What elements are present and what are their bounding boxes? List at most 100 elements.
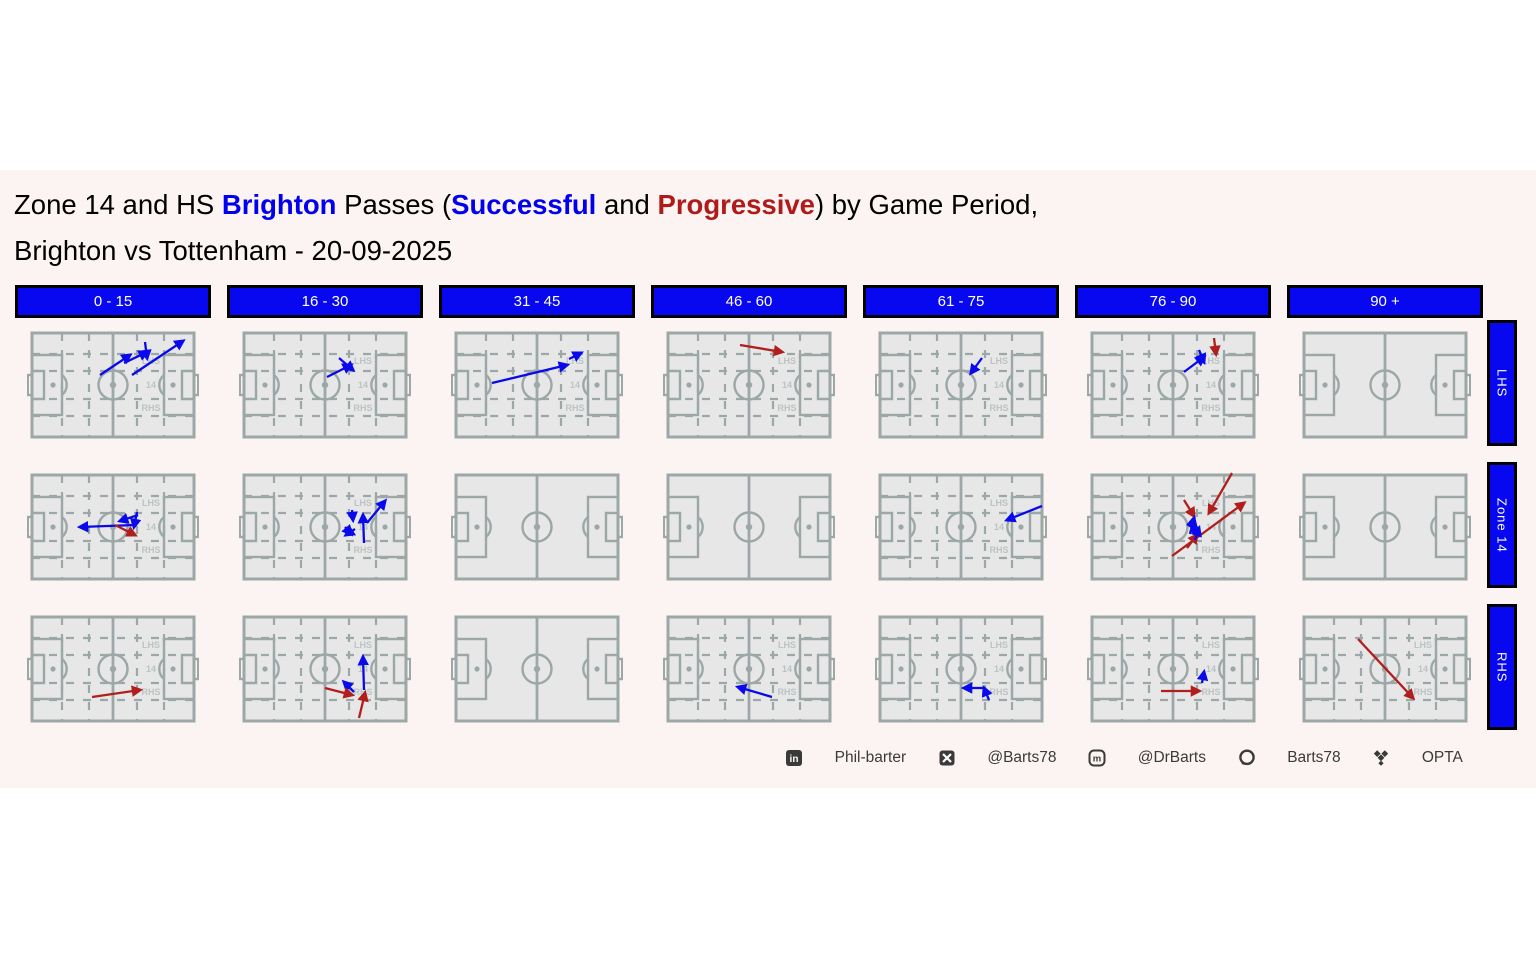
credit-label: @DrBarts — [1137, 749, 1206, 766]
pass-arrow-successful — [1004, 504, 1043, 523]
github-icon — [1238, 749, 1255, 766]
svg-text:14: 14 — [782, 380, 792, 390]
pitch-svg — [450, 473, 624, 581]
period-header-16-30: 16 - 30 — [227, 285, 423, 318]
svg-text:14: 14 — [1206, 380, 1216, 390]
svg-text:m: m — [1093, 754, 1101, 765]
title-seg: Zone 14 and HS — [14, 189, 222, 220]
svg-text:RHS: RHS — [989, 403, 1008, 413]
title-seg: Passes ( — [336, 189, 452, 220]
pitch-svg: LHS 14 RHS — [874, 331, 1048, 439]
pitch-cell-rhs-46-60: LHS 14 RHS — [662, 614, 836, 724]
svg-text:LHS: LHS — [354, 498, 372, 508]
svg-text:RHS: RHS — [141, 545, 160, 555]
svg-text:RHS: RHS — [1201, 687, 1220, 697]
svg-text:14: 14 — [782, 664, 792, 674]
svg-text:LHS: LHS — [990, 640, 1008, 650]
mastodon-icon: m — [1088, 749, 1106, 767]
svg-text:RHS: RHS — [141, 687, 160, 697]
credit-label: Phil-barter — [834, 749, 907, 766]
svg-text:RHS: RHS — [989, 545, 1008, 555]
pitch-cell-zone14-90+ — [1298, 472, 1472, 582]
pass-arrow-progressive — [357, 689, 369, 719]
svg-text:RHS: RHS — [141, 403, 160, 413]
svg-text:in: in — [790, 754, 799, 765]
linkedin-icon: in — [786, 750, 802, 766]
x-icon — [939, 750, 955, 766]
pitch-cell-lhs-61-75: LHS 14 RHS — [874, 330, 1048, 440]
svg-text:RHS: RHS — [1201, 545, 1220, 555]
credit-label: OPTA — [1421, 749, 1463, 766]
chart-panel: Zone 14 and HS Brighton Passes (Successf… — [0, 170, 1536, 788]
svg-text:14: 14 — [146, 664, 156, 674]
svg-text:RHS: RHS — [1201, 403, 1220, 413]
period-header-31-45: 31 - 45 — [439, 285, 635, 318]
pitch-cell-zone14-31-45 — [450, 472, 624, 582]
pitch-cell-lhs-90+ — [1298, 330, 1472, 440]
pass-arrow-successful — [969, 357, 983, 376]
svg-text:14: 14 — [1418, 664, 1428, 674]
pass-arrow-successful — [116, 512, 139, 524]
svg-text:LHS: LHS — [142, 498, 160, 508]
svg-text:14: 14 — [358, 380, 368, 390]
pitch-cell-rhs-31-45 — [450, 614, 624, 724]
pass-arrow-progressive — [1207, 472, 1233, 516]
row-label-lhs: LHS — [1487, 320, 1517, 446]
credit-label: Barts78 — [1287, 749, 1341, 766]
pass-arrow-successful — [366, 498, 388, 524]
svg-text:14: 14 — [146, 380, 156, 390]
svg-text:RHS: RHS — [353, 403, 372, 413]
title-line-2: Brighton vs Tottenham - 20-09-2025 — [14, 235, 453, 266]
pass-arrow-successful — [734, 683, 773, 699]
title-seg: ) by Game Period, — [814, 189, 1039, 220]
linkedin-icon-wrap: in — [785, 749, 803, 767]
svg-text:LHS: LHS — [990, 356, 1008, 366]
svg-text:14: 14 — [994, 664, 1004, 674]
title-seg-successful: Successful — [451, 189, 597, 220]
pass-arrow-progressive — [1183, 499, 1196, 519]
pass-arrow-progressive — [324, 686, 356, 699]
pass-arrow-successful — [346, 509, 358, 524]
svg-text:14: 14 — [994, 380, 1004, 390]
pass-arrow-successful — [1190, 524, 1202, 541]
pitch-cell-lhs-16-30: LHS 14 RHS — [238, 330, 412, 440]
svg-text:RHS: RHS — [565, 403, 584, 413]
credit-label: @Barts78 — [987, 749, 1057, 766]
pass-arrow-progressive — [739, 343, 786, 357]
pitch-svg — [662, 473, 836, 581]
pass-arrow-progressive — [1209, 337, 1221, 358]
page-title: Zone 14 and HS Brighton Passes (Successf… — [14, 182, 1038, 274]
pitch-cell-zone14-46-60 — [662, 472, 836, 582]
footer-credits: in Phil-barter @Barts78 m @DrBarts Barts78 OPT… — [785, 746, 1463, 770]
pass-arrow-successful — [357, 653, 369, 691]
period-header-0-15: 0 - 15 — [15, 285, 211, 318]
title-seg: and — [596, 189, 658, 220]
svg-text:RHS: RHS — [777, 687, 796, 697]
pass-arrow-progressive — [114, 523, 138, 537]
period-header-76-90: 76 - 90 — [1075, 285, 1271, 318]
svg-text:LHS: LHS — [354, 640, 372, 650]
svg-text:LHS: LHS — [1202, 356, 1220, 366]
pitch-cell-rhs-90+: LHS 14 RHS — [1298, 614, 1472, 724]
svg-text:LHS: LHS — [1414, 640, 1432, 650]
svg-text:LHS: LHS — [142, 640, 160, 650]
row-label-rhs: RHS — [1487, 604, 1517, 730]
pass-arrow-progressive — [91, 685, 144, 699]
pass-arrow-successful — [343, 525, 357, 537]
svg-text:LHS: LHS — [778, 356, 796, 366]
pass-arrow-successful — [338, 357, 356, 373]
row-label-zone14: Zone 14 — [1487, 462, 1517, 588]
pitch-cell-rhs-76-90: LHS 14 RHS — [1086, 614, 1260, 724]
